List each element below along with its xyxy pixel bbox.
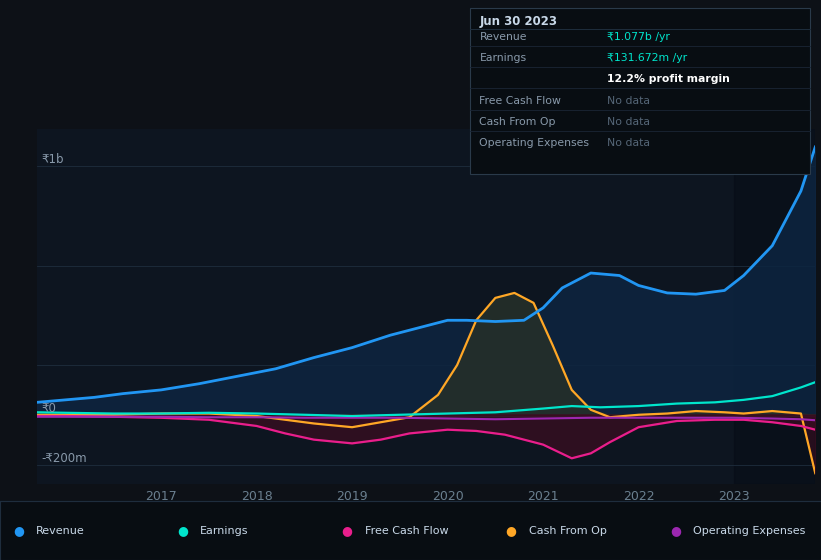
Text: -₹200m: -₹200m: [42, 451, 87, 464]
Text: ●: ●: [177, 524, 188, 538]
Text: Cash From Op: Cash From Op: [529, 526, 607, 536]
Text: ₹0: ₹0: [42, 402, 57, 415]
Text: No data: No data: [607, 138, 649, 148]
Text: Cash From Op: Cash From Op: [479, 117, 556, 127]
Text: ●: ●: [506, 524, 516, 538]
Bar: [734, 129, 815, 484]
Text: ●: ●: [13, 524, 24, 538]
Text: No data: No data: [607, 96, 649, 106]
Text: Earnings: Earnings: [479, 53, 526, 63]
Text: No data: No data: [607, 117, 649, 127]
Text: ₹1b: ₹1b: [42, 153, 64, 166]
Text: Free Cash Flow: Free Cash Flow: [479, 96, 562, 106]
Text: Operating Expenses: Operating Expenses: [693, 526, 805, 536]
Text: Revenue: Revenue: [479, 32, 527, 42]
Text: ₹1.077b /yr: ₹1.077b /yr: [607, 32, 670, 42]
Text: Operating Expenses: Operating Expenses: [479, 138, 589, 148]
Text: ₹131.672m /yr: ₹131.672m /yr: [607, 53, 687, 63]
Text: ●: ●: [342, 524, 352, 538]
Text: ●: ●: [670, 524, 681, 538]
Text: 12.2% profit margin: 12.2% profit margin: [607, 74, 730, 85]
Text: Free Cash Flow: Free Cash Flow: [365, 526, 448, 536]
Text: Earnings: Earnings: [200, 526, 249, 536]
Text: Revenue: Revenue: [36, 526, 85, 536]
Text: Jun 30 2023: Jun 30 2023: [479, 15, 557, 28]
